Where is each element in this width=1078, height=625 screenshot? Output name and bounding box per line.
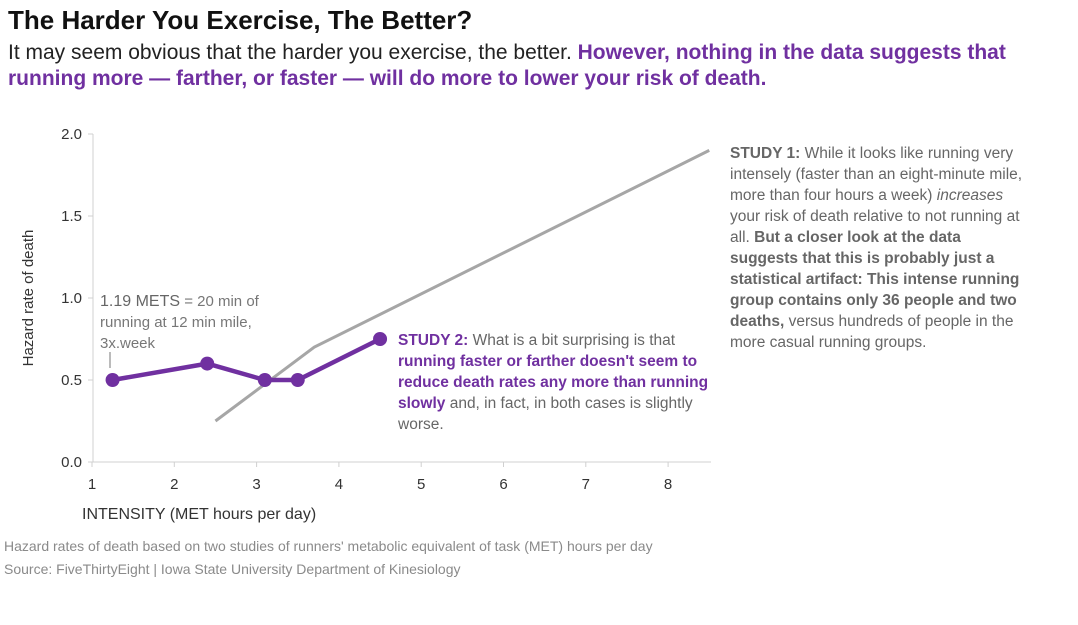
study2-label: STUDY 2: xyxy=(398,332,469,349)
y-tick-label: 2.0 xyxy=(61,126,82,143)
study1-text-3: versus hundreds of people in the more ca… xyxy=(730,313,1014,351)
x-tick-label: 8 xyxy=(664,476,672,493)
chart-ticks: 0.0 0.5 1.0 1.5 2.0 1 2 3 4 5 6 7 8 xyxy=(61,126,672,493)
study1-annotation: STUDY 1: While it looks like running ver… xyxy=(730,143,1030,353)
study2-point xyxy=(257,373,272,387)
y-tick-label: 1.0 xyxy=(61,290,82,307)
x-tick-label: 5 xyxy=(417,476,425,493)
x-axis-label: INTENSITY (MET hours per day) xyxy=(82,506,317,523)
study2-text-1: What is a bit surprising is that xyxy=(468,332,676,349)
x-tick-label: 6 xyxy=(499,476,507,493)
y-tick-label: 0.0 xyxy=(61,454,82,471)
study1-text-1: While it looks like running very intense… xyxy=(730,145,1023,204)
y-axis-label: Hazard rate of death xyxy=(20,230,37,367)
mets-annotation-text: = 20 min of running at 12 min mile, 3x.w… xyxy=(100,293,259,352)
study2-bold-text: running faster or farther doesn't seem t… xyxy=(398,353,709,412)
y-tick-label: 0.5 xyxy=(61,372,82,389)
study1-text-2: your risk of death relative to not runni… xyxy=(730,208,1020,246)
subtitle-plain: It may seem obvious that the harder you … xyxy=(8,41,578,64)
chart-series xyxy=(105,149,710,423)
study2-point xyxy=(373,332,388,346)
study2-annotation: STUDY 2: What is a bit surprising is tha… xyxy=(398,330,728,435)
study2-text-2: and, in fact, in both cases is slightly … xyxy=(398,395,693,433)
x-tick-label: 4 xyxy=(335,476,343,493)
chart-subtitle: It may seem obvious that the harder you … xyxy=(8,40,1068,92)
x-tick-label: 7 xyxy=(582,476,590,493)
study2-point xyxy=(290,373,305,387)
y-tick-label: 1.5 xyxy=(61,208,82,225)
study2-point xyxy=(200,356,215,371)
footer-description: Hazard rates of death based on two studi… xyxy=(4,538,653,554)
study1-label: STUDY 1: xyxy=(730,145,801,162)
footer-source: Source: FiveThirtyEight | Iowa State Uni… xyxy=(4,561,461,577)
study2-point xyxy=(105,373,120,387)
x-tick-label: 2 xyxy=(170,476,178,493)
subtitle-highlight: However, nothing in the data suggests th… xyxy=(8,41,1006,90)
x-tick-label: 1 xyxy=(88,476,96,493)
chart-title: The Harder You Exercise, The Better? xyxy=(8,5,473,35)
x-tick-label: 3 xyxy=(252,476,260,493)
study1-emphasis: increases xyxy=(936,187,1004,204)
study1-bold-text: But a closer look at the data suggests t… xyxy=(730,229,1020,330)
study1-line xyxy=(214,149,710,423)
mets-annotation-lead: 1.19 METS xyxy=(100,293,181,310)
mets-annotation: 1.19 METS = 20 min of running at 12 min … xyxy=(100,291,290,354)
